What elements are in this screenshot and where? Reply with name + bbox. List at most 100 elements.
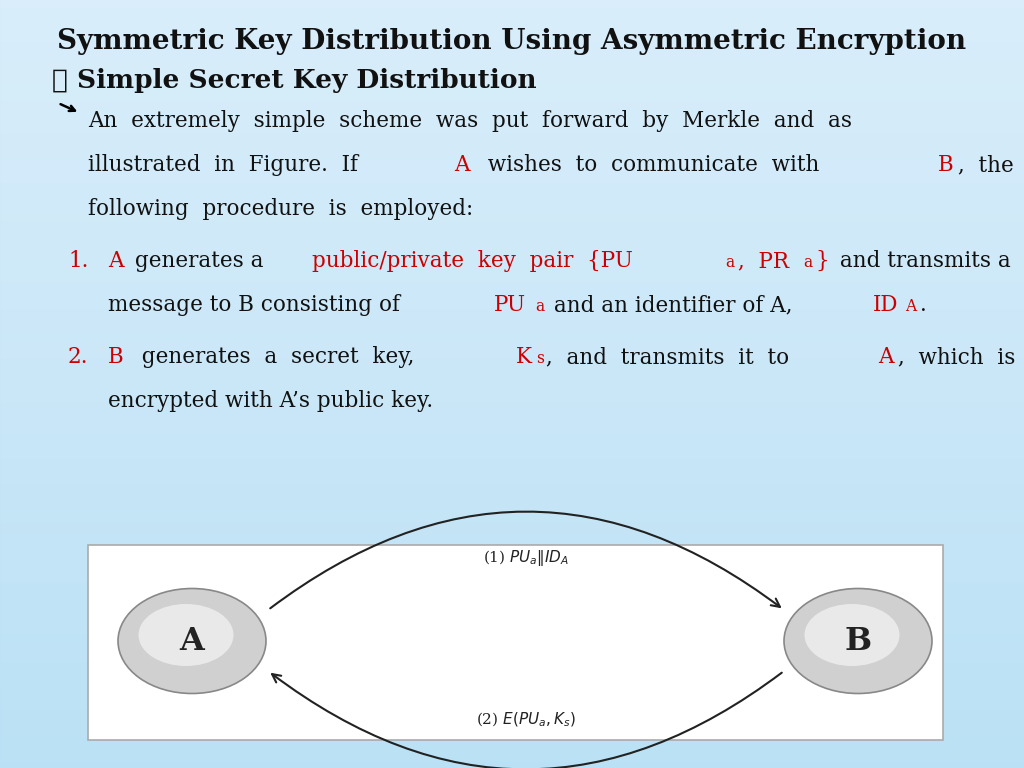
Bar [0,698,1024,699]
Bar [0,2,1024,3]
Bar [0,181,1024,182]
Bar [0,632,1024,633]
Bar [0,294,1024,295]
Bar [0,662,1024,663]
Bar [0,184,1024,185]
Bar [0,684,1024,685]
Bar [0,268,1024,269]
Bar [0,49,1024,50]
Bar [0,305,1024,306]
Bar [0,223,1024,224]
Bar [0,686,1024,687]
Bar [0,391,1024,392]
Bar [0,719,1024,720]
Bar [0,35,1024,36]
Bar [0,42,1024,43]
Bar [0,127,1024,128]
Bar [0,105,1024,106]
Bar [0,176,1024,177]
Bar [0,756,1024,757]
Bar [0,68,1024,69]
Bar [0,741,1024,742]
Bar [0,542,1024,543]
Bar [0,295,1024,296]
Bar [0,298,1024,299]
Bar [0,219,1024,220]
Text: A: A [905,298,916,315]
Bar [0,557,1024,558]
Bar [0,432,1024,433]
Bar [0,41,1024,42]
Text: and an identifier of A,: and an identifier of A, [547,294,800,316]
Text: B: B [108,346,124,368]
Bar [0,356,1024,357]
Bar [0,234,1024,235]
Bar [0,425,1024,426]
Bar [0,189,1024,190]
Bar [0,16,1024,17]
Bar [0,27,1024,28]
Bar [0,97,1024,98]
Bar [0,658,1024,659]
Bar [0,293,1024,294]
Bar [0,210,1024,211]
Bar [0,67,1024,68]
Bar [0,584,1024,585]
Text: ,  PR: , PR [737,250,788,272]
Bar [0,690,1024,691]
Bar [0,434,1024,435]
Bar [0,155,1024,156]
Bar [0,58,1024,59]
Bar [0,29,1024,30]
Bar [0,500,1024,501]
Bar [0,93,1024,94]
Bar [0,699,1024,700]
Text: generates  a  secret  key,: generates a secret key, [128,346,428,368]
Bar [0,446,1024,447]
Bar [0,306,1024,307]
Bar [0,742,1024,743]
Bar [0,674,1024,675]
Bar [0,325,1024,326]
Bar [0,487,1024,488]
Bar [0,759,1024,760]
Bar [0,445,1024,446]
Bar [0,284,1024,285]
Bar [0,516,1024,517]
Bar [0,14,1024,15]
Bar [0,274,1024,275]
Bar [0,403,1024,404]
Bar [0,280,1024,281]
Bar [0,479,1024,480]
Bar [0,464,1024,465]
Bar [0,746,1024,747]
Bar [0,309,1024,310]
Bar [0,209,1024,210]
Bar [0,567,1024,568]
Bar [0,496,1024,497]
Bar [0,342,1024,343]
Bar [0,359,1024,360]
Bar [0,451,1024,452]
FancyArrowPatch shape [272,673,781,768]
Bar [0,374,1024,375]
Bar [0,509,1024,510]
Bar [0,677,1024,678]
Bar [0,675,1024,676]
Bar [0,273,1024,274]
Bar [0,702,1024,703]
Bar [0,168,1024,169]
Bar [0,388,1024,389]
Bar [0,310,1024,311]
Bar [0,760,1024,761]
Bar [0,402,1024,403]
Bar [0,140,1024,141]
Bar [0,497,1024,498]
Bar [0,751,1024,752]
Bar [0,603,1024,604]
Bar [0,151,1024,152]
Bar [0,522,1024,523]
Bar [0,269,1024,270]
Bar [0,594,1024,595]
Bar [0,631,1024,632]
